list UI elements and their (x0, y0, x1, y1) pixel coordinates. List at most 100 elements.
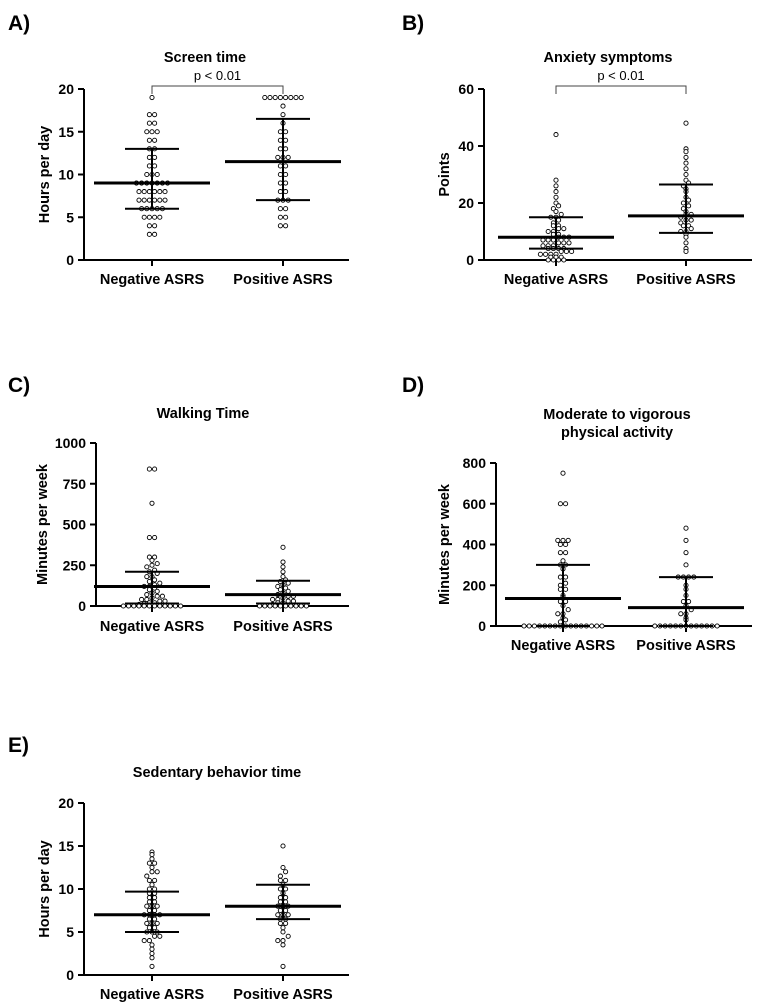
data-point (146, 938, 152, 944)
data-point (146, 189, 152, 195)
data-point (146, 877, 152, 883)
y-tick-label: 250 (63, 557, 87, 573)
chart-title: physical activity (561, 425, 673, 441)
data-point (141, 214, 147, 220)
data-point (152, 120, 158, 126)
data-point (154, 129, 160, 135)
data-point (275, 583, 281, 589)
data-point (283, 163, 289, 169)
data-point (553, 132, 559, 138)
data-point (683, 248, 689, 254)
data-point (146, 231, 152, 237)
chart-title: Sedentary behavior time (133, 765, 301, 781)
data-point (283, 206, 289, 212)
data-point (149, 852, 155, 858)
data-point (280, 929, 286, 935)
data-point (152, 231, 158, 237)
data-point (553, 194, 559, 200)
data-point (526, 623, 532, 629)
data-point (556, 217, 562, 223)
data-point (556, 226, 562, 232)
data-point (280, 864, 286, 871)
data-point (154, 561, 160, 567)
data-point (144, 574, 150, 580)
data-point (157, 580, 163, 586)
data-point (277, 180, 283, 186)
data-point (683, 240, 689, 246)
data-point (555, 611, 561, 617)
chart-title: Moderate to vigorous (543, 407, 690, 423)
data-point (149, 500, 155, 506)
data-point (157, 197, 163, 203)
data-point (683, 234, 689, 240)
data-point (280, 544, 286, 550)
data-point (152, 899, 158, 905)
data-point (531, 623, 537, 629)
data-point (283, 214, 289, 220)
data-point (152, 933, 158, 939)
data-point (560, 558, 566, 564)
data-point (566, 240, 572, 246)
data-point (683, 149, 689, 155)
data-point (563, 574, 569, 580)
data-point (277, 95, 283, 101)
y-tick-label: 600 (463, 496, 487, 512)
data-point (152, 886, 158, 892)
data-point (152, 554, 158, 560)
data-point (298, 95, 304, 101)
data-point (152, 925, 158, 931)
data-point (683, 537, 689, 543)
y-tick-label: 20 (58, 795, 74, 811)
data-point (157, 214, 163, 220)
data-point (146, 886, 152, 892)
data-point (277, 920, 283, 926)
data-point (277, 907, 283, 914)
data-point (688, 226, 694, 232)
data-point (283, 877, 289, 883)
data-point (157, 189, 163, 195)
data-point (146, 916, 152, 922)
data-point (683, 120, 689, 126)
y-axis-label: Hours per day (37, 126, 53, 224)
category-label: Positive ASRS (233, 619, 333, 635)
data-point (283, 869, 289, 875)
data-point (283, 907, 289, 914)
data-point (285, 588, 291, 594)
data-point (280, 938, 286, 944)
data-point (152, 895, 158, 901)
data-point (152, 112, 158, 118)
data-point (141, 938, 147, 944)
data-point (283, 171, 289, 178)
y-tick-label: 0 (478, 618, 486, 634)
data-point (553, 183, 559, 189)
data-point (277, 171, 283, 178)
y-tick-label: 200 (463, 577, 487, 593)
panel-letter: D) (402, 374, 424, 397)
data-point (149, 557, 155, 563)
data-point (270, 596, 276, 603)
data-point (275, 938, 281, 944)
data-point (521, 623, 527, 629)
data-point (146, 534, 152, 541)
y-tick-label: 40 (458, 138, 474, 154)
data-point (280, 112, 286, 118)
data-point (277, 899, 283, 905)
y-tick-label: 10 (58, 167, 74, 183)
data-point (563, 617, 569, 623)
data-point (146, 120, 152, 126)
y-axis-label: Points (437, 152, 453, 196)
data-point (537, 251, 543, 257)
data-point (688, 217, 694, 223)
data-point (565, 607, 571, 613)
y-tick-label: 15 (58, 124, 74, 140)
category-label: Positive ASRS (636, 272, 736, 288)
y-tick-label: 15 (58, 838, 74, 854)
data-point (569, 248, 575, 254)
data-point (139, 596, 145, 603)
data-point (267, 95, 273, 101)
data-point (152, 223, 158, 229)
data-point (152, 907, 158, 914)
data-point (560, 537, 566, 543)
chart-title: Anxiety symptoms (544, 50, 673, 66)
data-point (283, 129, 289, 135)
